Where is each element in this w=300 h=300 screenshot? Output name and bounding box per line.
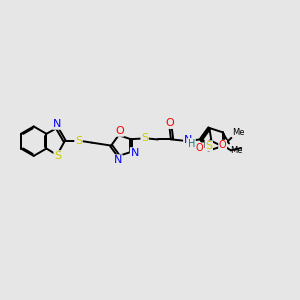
- Text: N: N: [53, 119, 61, 129]
- Text: O: O: [219, 140, 226, 150]
- Text: N: N: [184, 135, 192, 146]
- Text: Me: Me: [230, 146, 242, 155]
- Text: S: S: [75, 136, 82, 146]
- Text: S: S: [54, 151, 61, 161]
- Text: O: O: [196, 143, 203, 153]
- Text: S: S: [141, 133, 148, 143]
- Text: O: O: [166, 118, 174, 128]
- Text: H: H: [188, 139, 195, 148]
- Text: N: N: [130, 148, 139, 158]
- Text: O: O: [115, 126, 124, 136]
- Text: S: S: [205, 141, 212, 151]
- Text: N: N: [114, 155, 122, 165]
- Text: Me: Me: [232, 128, 245, 137]
